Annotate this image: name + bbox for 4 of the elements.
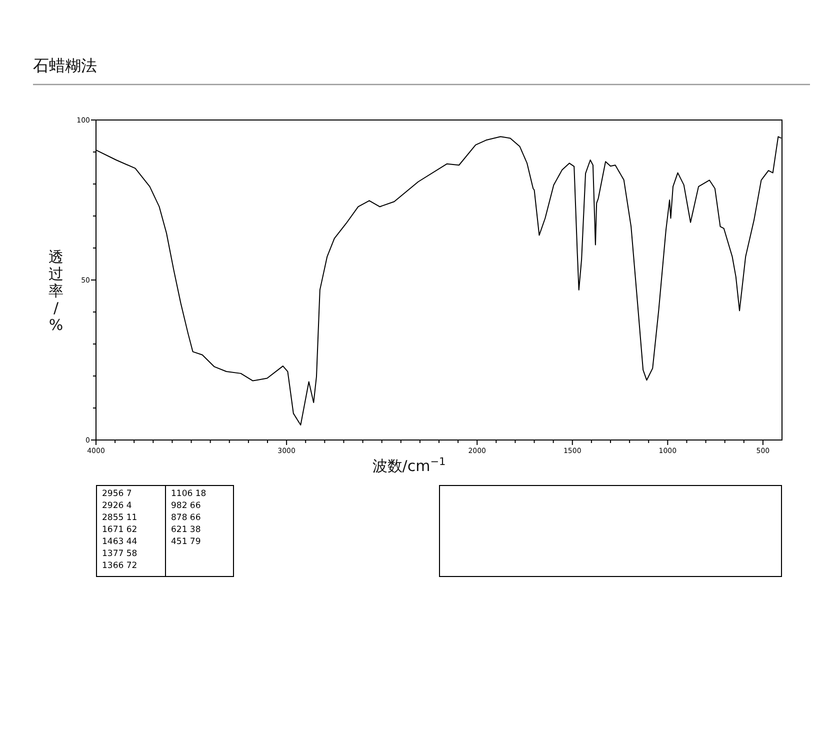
chart-title: 石蜡糊法 <box>33 56 97 75</box>
peak-table: 2956 7 2926 4 2855 11 1671 62 1463 44 1377 58 1366 72 1106 18 982 66 878 66 621 38 451 79 <box>96 485 234 577</box>
x-axis-title: 波数/cm$^{−1}$ <box>372 456 446 475</box>
y-axis-title: 透过率/% <box>48 248 64 334</box>
